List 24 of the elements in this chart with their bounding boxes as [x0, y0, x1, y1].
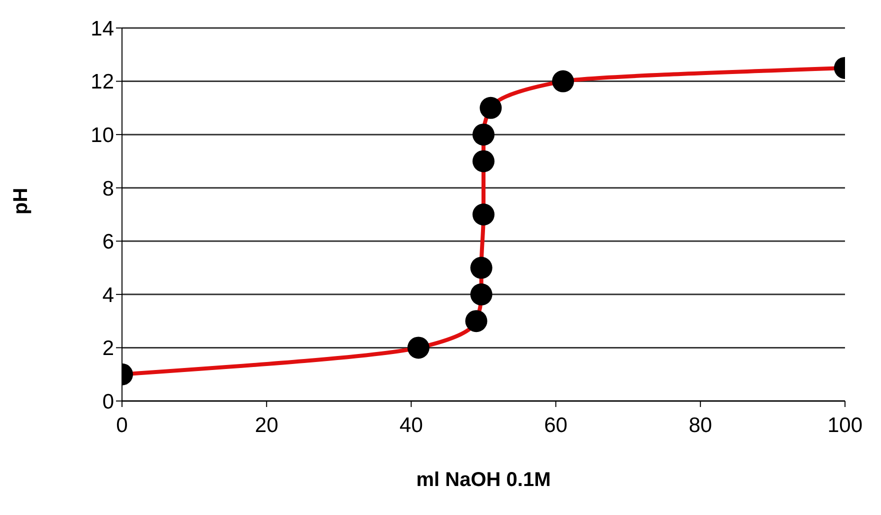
point: [472, 150, 494, 172]
point: [480, 96, 502, 119]
x-tick-label: 80: [688, 414, 712, 437]
point: [472, 124, 494, 146]
point: [552, 70, 574, 92]
x-axis-title: ml NaOH 0.1M: [416, 469, 551, 491]
point: [465, 310, 488, 332]
y-tick-label: 8: [102, 177, 114, 200]
y-tick-label: 10: [90, 124, 114, 148]
x-tick-label: 40: [400, 414, 423, 437]
y-tick-label: 12: [90, 70, 114, 94]
y-tick-label: 4: [102, 284, 114, 307]
y-tick-label: 14: [90, 17, 114, 40]
y-tick-label: 2: [102, 337, 114, 360]
x-tick-label: 60: [544, 414, 568, 437]
point: [470, 256, 492, 279]
x-tick-label: 100: [827, 414, 863, 437]
point: [472, 204, 494, 226]
x-tick-label: 20: [254, 414, 278, 437]
y-tick-label: 0: [102, 390, 114, 414]
point: [470, 283, 492, 306]
y-axis-title: pH: [10, 188, 32, 214]
point: [407, 336, 430, 359]
y-tick-label: 6: [102, 230, 114, 254]
